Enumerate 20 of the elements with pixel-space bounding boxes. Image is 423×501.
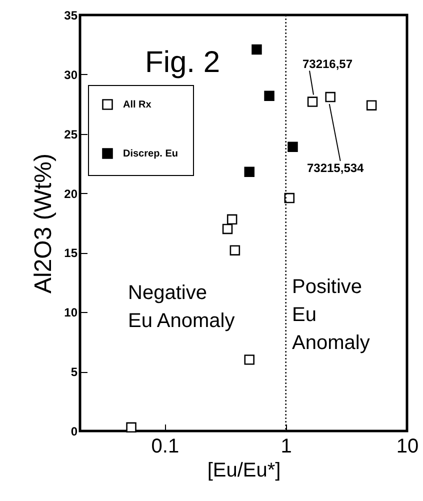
y-axis-title: Al2O3 (Wt%) xyxy=(30,153,58,294)
annotation: 73215,534 xyxy=(306,161,364,176)
y-tick-label: 5 xyxy=(70,365,78,380)
x-axis-title: [Eu/Eu*] xyxy=(207,460,281,482)
y-tick-label: 30 xyxy=(64,68,78,82)
y-tick-label: 15 xyxy=(64,246,78,260)
y-tick-label: 10 xyxy=(64,306,78,320)
annotation: Fig. 2 xyxy=(145,46,220,79)
y-tick-label: 0 xyxy=(70,424,78,438)
y-tick-label: 25 xyxy=(64,127,78,142)
legend-label: All Rx xyxy=(123,100,152,110)
annotation: 73216,57 xyxy=(302,56,353,71)
x-tick-label: 10 xyxy=(396,436,419,458)
y-tick-label: 35 xyxy=(64,8,78,22)
x-tick-label: 1 xyxy=(280,436,292,458)
annotation: Negative Eu Anomaly xyxy=(128,282,235,332)
annotation: Positive Eu Anomaly xyxy=(292,276,370,354)
x-tick-label: 0.1 xyxy=(151,436,180,458)
legend-label: Discrep. Eu xyxy=(123,148,178,160)
y-tick-label: 20 xyxy=(64,186,78,201)
